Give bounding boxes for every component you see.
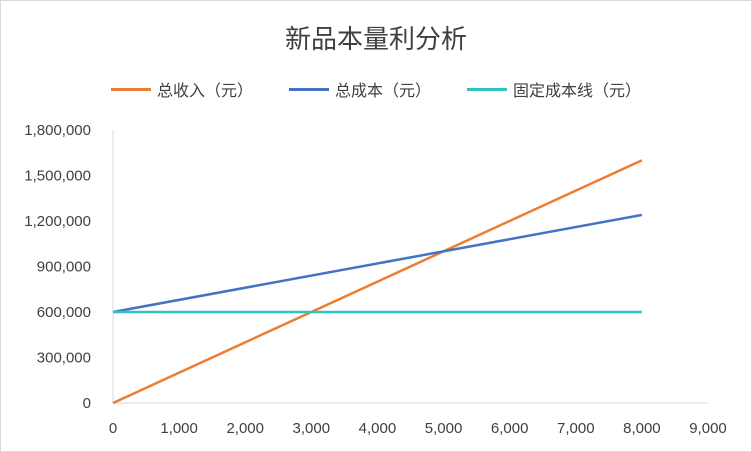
y-axis-labels: 0 300,000 600,000 900,000 1,200,000 1,500,000… [24, 122, 91, 412]
x-tick-label: 6,000 [491, 420, 529, 437]
series-lines [112, 159, 643, 405]
legend-label-revenue: 总收入（元） [156, 81, 253, 100]
chart-title: 新品本量利分析 [284, 25, 467, 55]
legend-swatch-fixed-cost [467, 87, 507, 91]
x-axis-labels: 0 1,000 2,000 3,000 4,000 5,000 6,000 7,000 8,00… [109, 420, 727, 437]
legend-label-total-cost: 总成本（元） [334, 81, 431, 100]
x-tick-label: 8,000 [623, 420, 661, 437]
legend-item-total-cost: 总成本（元） [288, 77, 431, 101]
legend: 总收入（元） 总成本（元） 固定成本线（元） [1, 77, 751, 101]
x-tick-label: 0 [109, 420, 117, 437]
y-tick-label: 900,000 [37, 259, 91, 276]
x-tick-label: 9,000 [689, 420, 727, 437]
y-tick-label: 600,000 [37, 304, 91, 321]
y-tick-label: 300,000 [37, 350, 91, 367]
legend-item-fixed-cost: 固定成本线（元） [467, 77, 641, 101]
x-tick-label: 5,000 [425, 420, 463, 437]
y-tick-label: 0 [83, 395, 91, 412]
legend-label-fixed-cost: 固定成本线（元） [513, 81, 642, 100]
y-tick-label: 1,200,000 [24, 213, 91, 230]
y-tick-label: 1,500,000 [24, 168, 91, 185]
legend-item-revenue: 总收入（元） [110, 77, 253, 101]
y-tick-label: 1,800,000 [24, 122, 91, 139]
legend-swatch-total-cost [288, 87, 329, 91]
legend-swatch-revenue [110, 87, 151, 91]
x-tick-label: 1,000 [160, 420, 198, 437]
x-tick-label: 4,000 [359, 420, 397, 437]
x-tick-label: 3,000 [293, 420, 331, 437]
x-tick-label: 2,000 [226, 420, 264, 437]
series-line-total-cost [112, 213, 643, 314]
x-tick-label: 7,000 [557, 420, 595, 437]
series-line-revenue [112, 159, 643, 405]
